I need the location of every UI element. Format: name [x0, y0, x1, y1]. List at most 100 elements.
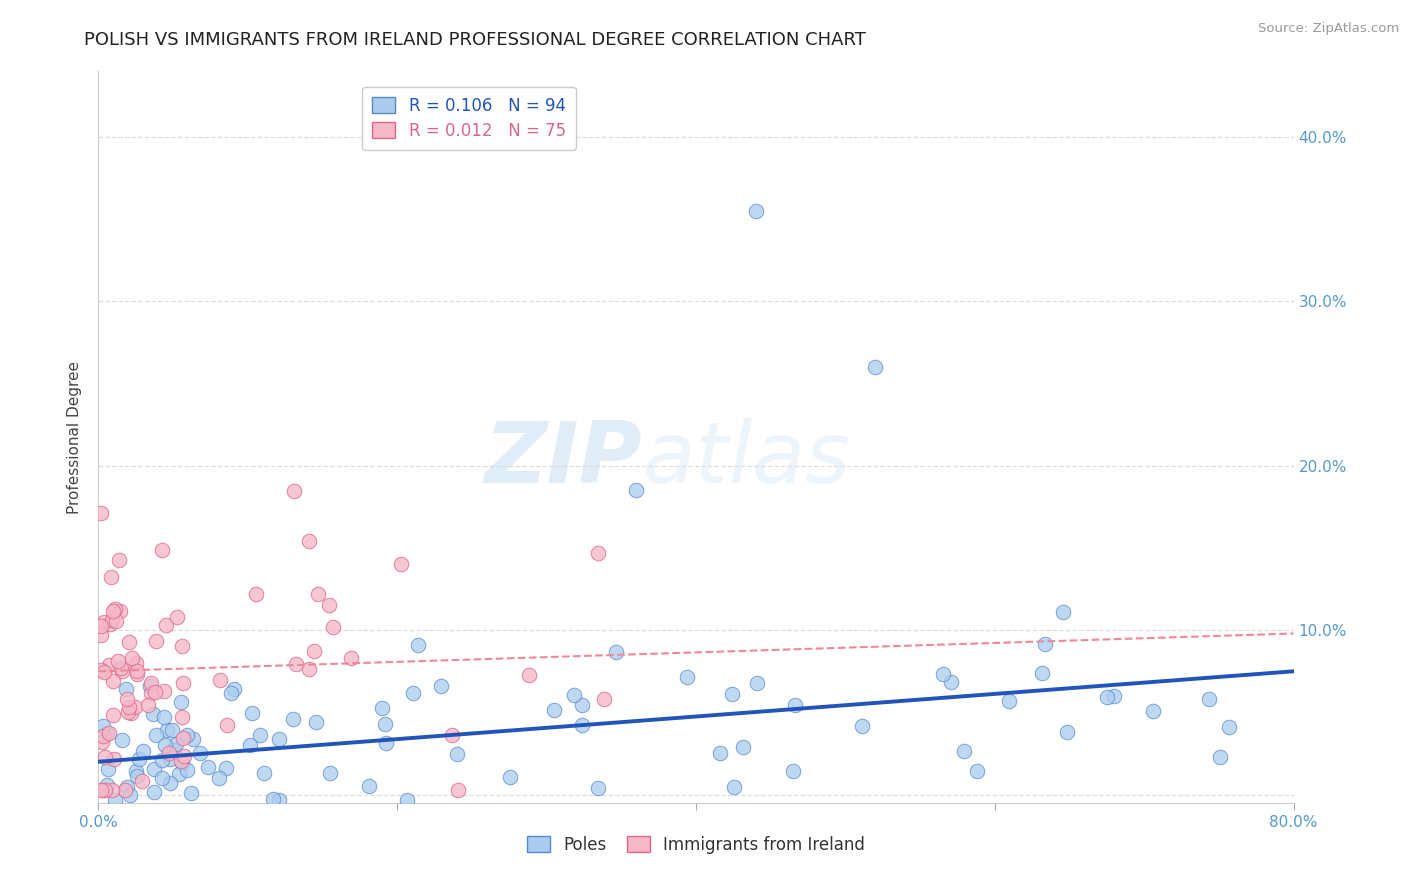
Point	[159, 776, 181, 790]
Point	[240, 706, 263, 721]
Point	[165, 737, 187, 751]
Point	[142, 785, 165, 799]
Point	[1142, 704, 1164, 718]
Text: POLISH VS IMMIGRANTS FROM IRELAND PROFESSIONAL DEGREE CORRELATION CHART: POLISH VS IMMIGRANTS FROM IRELAND PROFES…	[84, 31, 866, 49]
Point	[745, 676, 768, 690]
Point	[374, 736, 396, 750]
Point	[91, 730, 114, 744]
Point	[120, 706, 142, 721]
Point	[121, 651, 143, 665]
Point	[167, 767, 190, 781]
Point	[197, 760, 219, 774]
Point	[139, 686, 162, 700]
Point	[100, 782, 122, 797]
Point	[1052, 605, 1074, 619]
Point	[91, 735, 114, 749]
Point	[217, 718, 239, 732]
Point	[733, 739, 755, 754]
Point	[125, 764, 148, 779]
Point	[172, 676, 194, 690]
Point	[1218, 720, 1240, 734]
Point	[91, 719, 114, 733]
Point	[90, 506, 112, 520]
Point	[153, 710, 176, 724]
Point	[865, 360, 887, 375]
Point	[441, 728, 464, 742]
Point	[155, 618, 177, 632]
Point	[103, 673, 125, 688]
Point	[93, 615, 115, 629]
Point	[110, 661, 132, 675]
Point	[152, 772, 174, 786]
Point	[302, 644, 325, 658]
Point	[215, 761, 238, 775]
Point	[117, 705, 139, 719]
Point	[128, 752, 150, 766]
Point	[98, 616, 121, 631]
Point	[97, 762, 120, 776]
Point	[172, 639, 194, 653]
Point	[605, 645, 627, 659]
Point	[176, 763, 198, 777]
Point	[745, 204, 768, 219]
Point	[108, 553, 131, 567]
Point	[94, 750, 117, 764]
Point	[374, 717, 396, 731]
Point	[953, 744, 976, 758]
Point	[160, 723, 183, 737]
Point	[103, 752, 125, 766]
Point	[145, 728, 167, 742]
Point	[153, 683, 176, 698]
Point	[224, 681, 246, 696]
Point	[90, 663, 112, 677]
Point	[139, 676, 162, 690]
Point	[101, 614, 124, 628]
Point	[298, 534, 321, 549]
Point	[322, 620, 344, 634]
Point	[115, 780, 138, 795]
Point	[131, 773, 153, 788]
Point	[389, 557, 412, 571]
Point	[176, 728, 198, 742]
Point	[97, 657, 120, 672]
Point	[150, 543, 173, 558]
Point	[170, 695, 193, 709]
Point	[562, 688, 585, 702]
Point	[932, 666, 955, 681]
Point	[586, 780, 609, 795]
Point	[357, 779, 380, 793]
Point	[307, 587, 329, 601]
Point	[142, 707, 165, 722]
Text: Source: ZipAtlas.com: Source: ZipAtlas.com	[1258, 22, 1399, 36]
Point	[340, 650, 363, 665]
Point	[709, 746, 731, 760]
Point	[96, 778, 118, 792]
Point	[107, 654, 129, 668]
Point	[132, 744, 155, 758]
Point	[143, 685, 166, 699]
Point	[150, 753, 173, 767]
Point	[782, 764, 804, 778]
Point	[1102, 689, 1125, 703]
Point	[1097, 690, 1119, 704]
Point	[284, 657, 307, 671]
Point	[939, 674, 962, 689]
Point	[966, 764, 988, 778]
Point	[91, 782, 114, 797]
Point	[298, 662, 321, 676]
Point	[173, 748, 195, 763]
Point	[127, 667, 149, 681]
Point	[90, 782, 112, 797]
Point	[1056, 725, 1078, 739]
Point	[262, 792, 284, 806]
Point	[90, 619, 112, 633]
Point	[571, 717, 593, 731]
Point	[157, 747, 180, 761]
Point	[97, 726, 120, 740]
Point	[170, 756, 193, 771]
Point	[145, 633, 167, 648]
Point	[124, 700, 146, 714]
Point	[269, 732, 291, 747]
Point	[93, 665, 115, 679]
Point	[446, 747, 468, 761]
